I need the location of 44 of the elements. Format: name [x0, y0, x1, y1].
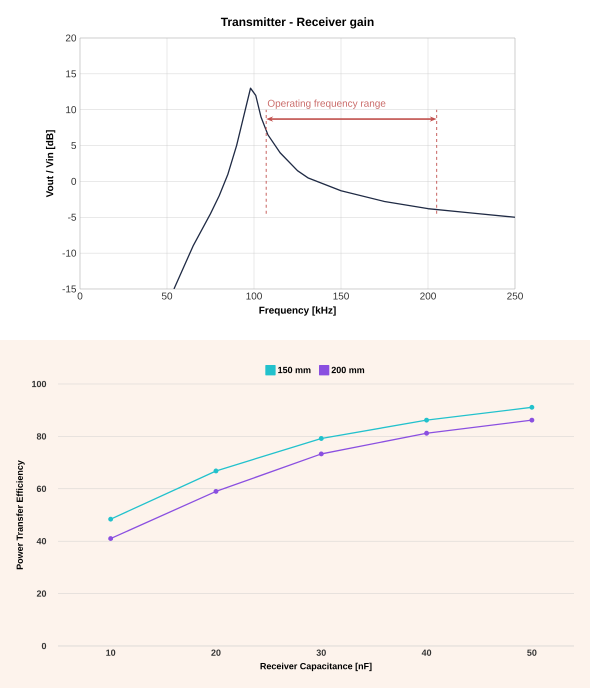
x-tick-label: 50 — [527, 650, 536, 656]
x-tick-label: 10 — [106, 650, 116, 656]
y-axis-title: Power Transfer Efficiency — [16, 460, 25, 570]
y-tick-label: 10 — [66, 106, 76, 114]
chart-title: Transmitter - Receiver gain — [220, 17, 374, 28]
x-tick-label: 40 — [422, 650, 432, 656]
y-axis-title: Vout / Vin [dB] — [46, 130, 56, 198]
y-tick-label: 5 — [71, 142, 76, 150]
x-tick-label: 200 — [420, 292, 436, 300]
point — [529, 404, 534, 410]
x-tick-label: 50 — [162, 292, 172, 300]
annotation: Operating frequency range — [268, 100, 386, 109]
point — [108, 516, 114, 522]
y-tick-label: 60 — [36, 486, 46, 492]
y-tick-label: 80 — [36, 433, 46, 440]
point — [214, 468, 218, 474]
y-tick-label: 0 — [71, 178, 76, 185]
y-tick-label: 20 — [66, 34, 76, 42]
x-tick-label: 20 — [211, 650, 221, 656]
point — [424, 418, 430, 423]
y-tick-label: -10 — [62, 250, 76, 257]
point — [108, 536, 114, 542]
legend-label: 200 mm — [332, 366, 364, 374]
point — [424, 430, 430, 436]
y-tick-label: -15 — [62, 286, 76, 292]
point — [214, 488, 218, 494]
line-series — [173, 88, 515, 289]
x-tick-label: 250 — [507, 292, 523, 300]
x-axis-title: Frequency [kHz] — [259, 306, 336, 316]
legend-label: 150 mm — [278, 366, 310, 374]
x-axis-title: Receiver Capacitance [nF] — [260, 662, 372, 672]
x-tick-label: 150 — [333, 292, 349, 300]
point — [318, 436, 324, 441]
y-tick-label: 15 — [66, 70, 76, 78]
point — [318, 451, 324, 456]
point — [529, 418, 534, 423]
x-tick-label: 30 — [316, 650, 326, 656]
y-tick-label: 40 — [36, 538, 46, 544]
x-tick-label: 100 — [246, 292, 262, 300]
x-tick-label: 0 — [78, 292, 82, 300]
y-tick-label: 0 — [42, 642, 46, 650]
y-tick-label: 100 — [32, 380, 46, 388]
y-tick-label: 20 — [36, 590, 46, 597]
y-tick-label: -5 — [68, 214, 76, 221]
